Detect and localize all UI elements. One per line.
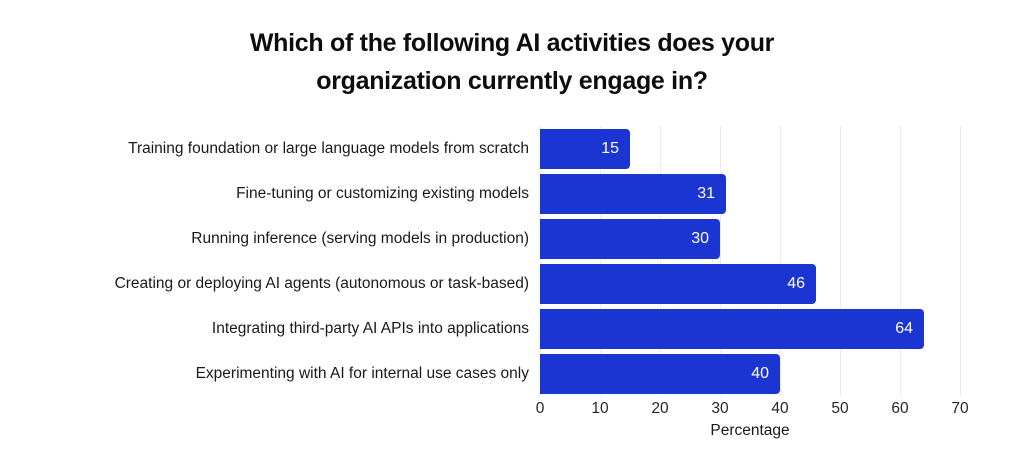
chart-body: Training foundation or large language mo…: [0, 126, 1024, 396]
bar: 64: [540, 308, 924, 349]
gridline: [960, 126, 961, 396]
bar: 46: [540, 263, 816, 304]
bar: 30: [540, 218, 720, 259]
bar-cell: 46: [540, 261, 984, 306]
gridline: [660, 126, 661, 396]
chart-title: Which of the following AI activities doe…: [249, 29, 775, 95]
bar-value-label: 64: [895, 319, 913, 337]
gridline: [540, 126, 541, 396]
x-axis: 0 10 20 30 40 50 60 70: [536, 396, 984, 418]
bar: 40: [540, 353, 780, 394]
bar: 31: [540, 173, 726, 214]
category-label: Creating or deploying AI agents (autonom…: [114, 274, 529, 292]
x-tick-label: 30: [711, 400, 729, 417]
bar: 15: [540, 128, 630, 169]
x-tick-label: 10: [591, 400, 609, 417]
gridline: [600, 126, 601, 396]
category-label: Experimenting with AI for internal use c…: [195, 364, 529, 382]
category-labels-column: Training foundation or large language mo…: [0, 126, 540, 396]
x-axis-title: Percentage: [710, 422, 790, 439]
x-tick-label: 0: [535, 400, 545, 417]
bar-value-label: 40: [751, 364, 769, 382]
plot-area: 15 31 30 46 64 40: [540, 126, 984, 396]
bar-cell: 15: [540, 126, 984, 171]
bar-value-label: 15: [601, 139, 619, 157]
gridline: [720, 126, 721, 396]
gridline: [780, 126, 781, 396]
x-tick-label: 70: [951, 400, 969, 417]
bar-value-label: 46: [787, 274, 805, 292]
gridline: [840, 126, 841, 396]
bar-cell: 30: [540, 216, 984, 261]
x-tick-label: 50: [831, 400, 849, 417]
category-label: Training foundation or large language mo…: [128, 139, 529, 157]
x-tick-label: 20: [651, 400, 669, 417]
gridline: [900, 126, 901, 396]
bar-cell: 31: [540, 171, 984, 216]
x-tick-label: 60: [891, 400, 909, 417]
category-label: Integrating third-party AI APIs into app…: [211, 319, 529, 337]
bar-cell: 64: [540, 306, 984, 351]
category-label: Fine-tuning or customizing existing mode…: [236, 184, 529, 202]
category-label: Running inference (serving models in pro…: [191, 229, 529, 247]
x-tick-label: 40: [771, 400, 789, 417]
bar-cell: 40: [540, 351, 984, 396]
bar-value-label: 30: [691, 229, 709, 247]
bar-value-label: 31: [697, 184, 715, 202]
